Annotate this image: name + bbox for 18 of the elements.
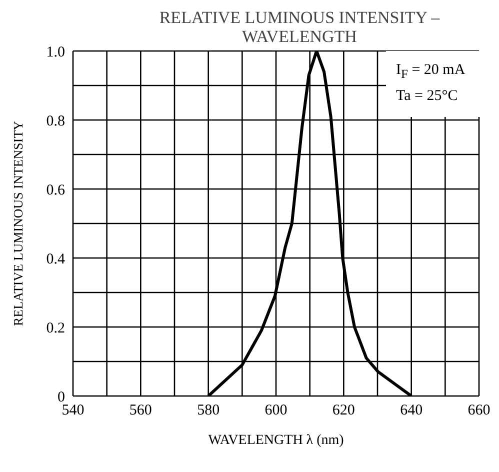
x-tick-label: 660 bbox=[468, 402, 490, 419]
annotation: Ta = 25°C bbox=[396, 87, 459, 106]
x-tick-label: 600 bbox=[264, 402, 288, 419]
y-tick-label: 1.0 bbox=[46, 44, 65, 60]
x-axis-title: WAVELENGTH λ (nm) bbox=[208, 433, 344, 448]
x-tick-label: 580 bbox=[197, 402, 220, 419]
annotation: I$_{F}$ = 20 mA bbox=[396, 61, 466, 83]
x-tick-label: 540 bbox=[62, 402, 84, 419]
y-tick-label: 0.8 bbox=[46, 113, 65, 130]
y-axis-title: RELATIVE LUMINOUS INTENSITY bbox=[10, 120, 26, 326]
chart-title: RELATIVE LUMINOUS INTENSITY – WAVELENGTH bbox=[158, 8, 441, 46]
x-tick-label: 560 bbox=[129, 402, 152, 419]
x-tick-label: 620 bbox=[332, 402, 355, 419]
y-tick-label: 0.6 bbox=[46, 182, 66, 198]
x-tick-label: 640 bbox=[400, 402, 423, 419]
y-tick-label: 0 bbox=[58, 389, 65, 406]
y-tick-label: 0.2 bbox=[46, 320, 65, 336]
y-tick-label: 0.4 bbox=[46, 251, 66, 268]
